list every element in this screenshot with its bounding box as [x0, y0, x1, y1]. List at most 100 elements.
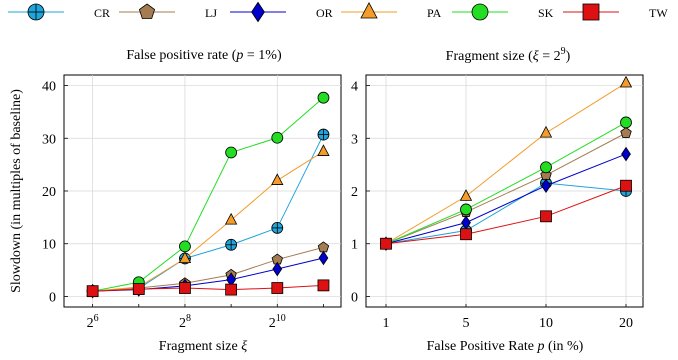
- data-point-pa: [317, 144, 330, 156]
- data-point-or: [621, 146, 631, 162]
- data-point-sk: [620, 116, 632, 129]
- left-x-axis-label: Fragment size ξ: [159, 339, 247, 354]
- series-line-or: [385, 153, 627, 245]
- right-series: [379, 75, 633, 252]
- data-point-pa: [224, 212, 238, 225]
- legend-item-or: OR: [230, 1, 333, 23]
- right-y-ticks: 0 1 2 3 4: [351, 80, 370, 305]
- right-chart-title: Fragment size (ξ = 29): [446, 46, 571, 64]
- right-x-ticks: 1 5 10 20: [383, 304, 633, 331]
- series-line-tw: [385, 185, 627, 245]
- legend-label-or: OR: [316, 6, 333, 20]
- legend-label-pa: PA: [427, 6, 442, 20]
- left-y-ticks: 0 10 20 30 40: [42, 80, 68, 305]
- data-point-or: [318, 250, 329, 266]
- data-point-sk: [540, 161, 552, 174]
- x-tick-label: 1: [383, 316, 390, 331]
- y-tick-label: 40: [42, 80, 56, 95]
- right-grid: [366, 75, 643, 307]
- legend-marker-pa: [360, 1, 378, 19]
- series-line-lj: [92, 246, 324, 292]
- data-point-tw: [460, 228, 472, 241]
- series-line-cr: [385, 182, 627, 245]
- x-tick-label: 5: [463, 316, 470, 331]
- left-series: [86, 91, 330, 299]
- data-point-cr: [271, 222, 284, 234]
- legend-marker-tw: [582, 3, 600, 21]
- series-line-pa: [385, 82, 627, 245]
- y-tick-label: 0: [49, 290, 56, 305]
- y-tick-label: 10: [42, 238, 56, 253]
- series-line-tw: [92, 284, 324, 292]
- x-tick-label: 20: [619, 316, 633, 331]
- legend-marker-sk: [471, 3, 489, 21]
- data-point-tw: [540, 210, 552, 223]
- data-point-tw: [132, 283, 145, 295]
- data-point-tw: [225, 283, 238, 296]
- data-point-cr: [225, 238, 238, 251]
- chart-left: False positive rate (p = 1%) 0 10 20 30 40 2…: [9, 48, 342, 354]
- chart-right: Fragment size (ξ = 29) 0 1 2 3 4 1 5 10 20 Fals…: [351, 46, 644, 354]
- data-point-sk: [271, 131, 284, 144]
- data-point-cr: [317, 128, 330, 141]
- y-tick-label: 3: [351, 132, 358, 147]
- left-x-ticks: 26 28 210: [87, 304, 324, 331]
- legend-marker-lj: [138, 3, 156, 19]
- legend-item-sk: SK: [452, 3, 554, 21]
- data-point-sk: [460, 203, 472, 216]
- legend-label-lj: LJ: [205, 6, 217, 20]
- y-tick-label: 0: [351, 290, 358, 305]
- series-line-lj: [385, 132, 627, 245]
- legend-marker-cr: [27, 3, 45, 21]
- series-tw: [380, 179, 632, 250]
- legend-label-cr: CR: [94, 6, 110, 20]
- data-point-tw: [620, 179, 632, 192]
- data-point-tw: [271, 282, 284, 294]
- data-point-or: [272, 261, 283, 277]
- data-point-tw: [317, 279, 330, 292]
- right-x-axis-label: False Positive Rate p (in %): [427, 339, 584, 354]
- series-or: [381, 146, 631, 252]
- y-tick-label: 2: [351, 185, 358, 200]
- data-point-pa: [539, 125, 553, 138]
- data-point-pa: [619, 75, 633, 88]
- legend: CR LJ OR PA SK TW: [8, 1, 668, 23]
- y-tick-label: 30: [42, 132, 56, 147]
- y-tick-label: 4: [351, 80, 358, 95]
- series-line-pa: [92, 151, 324, 292]
- legend-item-pa: PA: [341, 1, 442, 20]
- x-tick-label: 210: [269, 313, 286, 331]
- data-point-pa: [271, 173, 284, 185]
- series-line-cr: [92, 134, 324, 292]
- legend-item-lj: LJ: [119, 3, 217, 20]
- left-grid: [64, 75, 341, 307]
- x-tick-label: 10: [539, 316, 553, 331]
- series-tw: [86, 279, 330, 298]
- data-point-sk: [179, 240, 191, 253]
- data-point-sk: [317, 91, 330, 104]
- legend-item-cr: CR: [8, 3, 110, 21]
- data-point-pa: [178, 251, 192, 264]
- data-point-tw: [179, 282, 191, 294]
- legend-item-tw: TW: [563, 3, 668, 21]
- data-point-tw: [380, 237, 392, 250]
- data-point-pa: [459, 189, 473, 201]
- series-line-sk: [92, 97, 324, 292]
- y-tick-label: 1: [351, 238, 358, 253]
- left-chart-title: False positive rate (p = 1%): [126, 48, 282, 63]
- series-line-sk: [385, 122, 627, 245]
- series-sk: [86, 91, 330, 298]
- x-tick-label: 28: [179, 313, 191, 331]
- legend-label-tw: TW: [649, 6, 668, 20]
- series-cr: [86, 128, 330, 298]
- series-pa: [379, 75, 633, 249]
- legend-marker-or: [251, 1, 265, 23]
- data-point-tw: [86, 285, 99, 298]
- data-point-lj: [620, 127, 632, 138]
- series-sk: [380, 116, 632, 250]
- y-tick-label: 20: [42, 185, 56, 200]
- series-or: [87, 250, 329, 299]
- series-line-or: [92, 257, 324, 292]
- x-tick-label: 26: [87, 313, 99, 331]
